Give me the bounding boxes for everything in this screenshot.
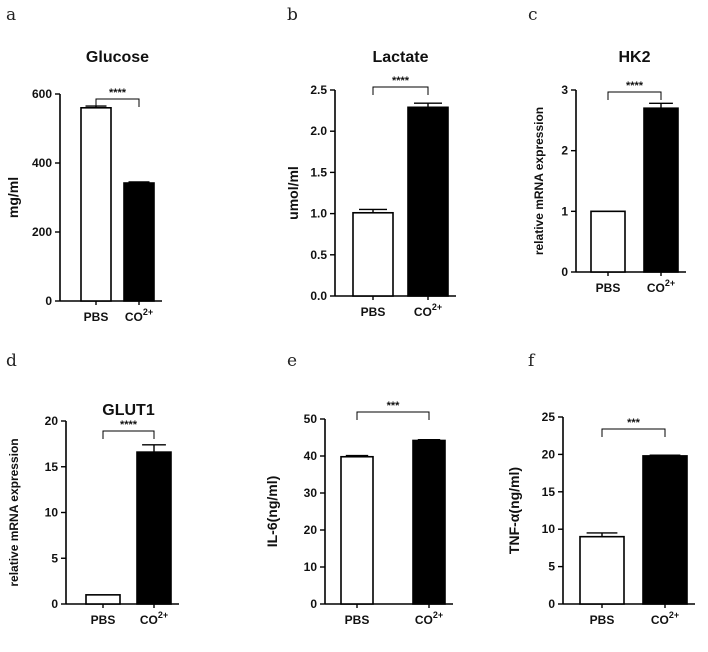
category-label: CO2+ [415,610,443,627]
y-tick-label: 0 [548,597,555,611]
chart-panel-e: e IL-6(ng/ml) 0 10 20 30 40 50 PBS CO2+ *** [264,351,453,627]
bar-co [642,455,688,605]
y-tick-label: 50 [304,412,318,426]
panel-letter: c [528,5,538,25]
bar-pbs [352,211,394,297]
y-tick-label: 2.0 [310,124,327,138]
category-label: PBS [596,281,621,295]
y-axis-label: relative mRNA expression [532,107,546,255]
significance-marker: **** [392,75,410,87]
y-axis-label: umol/ml [285,166,301,220]
y-tick-label: 0.0 [310,289,327,303]
significance-marker: *** [627,417,641,429]
bar-co [123,182,155,302]
significance-marker: *** [387,400,401,412]
panel-letter: d [6,351,17,371]
y-tick-label: 3 [561,83,568,97]
y-tick-label: 5 [51,551,58,565]
y-tick-label: 15 [45,460,59,474]
bar-co [412,439,446,605]
y-tick-label: 2.5 [310,83,327,97]
significance-bracket [372,86,429,95]
chart-panel-d: d GLUT1 relative mRNA expression 0 5 10 15 20 PB… [6,351,179,627]
significance-bracket [601,428,666,437]
significance-marker: **** [120,419,138,431]
panel-letter: b [287,5,298,25]
panel-letter: e [287,351,297,371]
chart-title: Lactate [372,49,428,66]
y-tick-label: 20 [304,523,318,537]
category-label: CO2+ [651,610,679,627]
y-tick-label: 25 [542,410,556,424]
category-label: PBS [84,310,109,324]
significance-bracket [356,411,430,420]
bar-co [643,107,679,273]
y-tick-label: 0 [45,294,52,308]
y-tick-label: 10 [45,506,59,520]
y-axis-label: IL-6(ng/ml) [264,476,280,548]
chart-title: HK2 [618,49,650,66]
chart-panel-a: a Glucose mg/ml 0 200 400 600 PBS CO2+ **** [5,5,162,324]
significance-bracket [95,98,140,107]
category-label: CO2+ [140,610,168,627]
bar-pbs [85,594,121,605]
y-tick-label: 1.0 [310,207,327,221]
chart-title: Glucose [86,49,149,66]
y-tick-label: 10 [542,522,556,536]
category-label: PBS [361,305,386,319]
bar-pbs [80,107,112,302]
y-tick-label: 30 [304,486,318,500]
category-label: CO2+ [414,302,442,319]
bar-co [407,106,449,297]
bar-pbs [340,455,374,605]
category-label: PBS [590,613,615,627]
significance-bracket [102,430,155,439]
chart-panel-c: c HK2 relative mRNA expression 0 1 2 3 PBS CO2+ *… [528,5,686,295]
significance-marker: **** [626,80,644,92]
y-tick-label: 15 [542,485,556,499]
y-tick-label: 0 [310,597,317,611]
y-tick-label: 200 [32,225,52,239]
significance-bracket [607,91,662,100]
y-tick-label: 40 [304,449,318,463]
y-axis-label: mg/ml [5,177,21,218]
y-tick-label: 5 [548,560,555,574]
y-tick-label: 0 [51,597,58,611]
y-tick-label: 20 [542,447,556,461]
category-label: CO2+ [125,307,153,324]
y-tick-label: 2 [561,144,568,158]
y-tick-label: 600 [32,87,52,101]
category-label: PBS [345,613,370,627]
y-tick-label: 0.5 [310,248,327,262]
category-label: CO2+ [647,278,675,295]
y-tick-label: 1.5 [310,165,327,179]
chart-panel-f: f TNF-α(ng/ml) 0 5 10 15 20 25 PBS CO2+ *** [506,351,695,627]
panel-letter: f [528,351,536,371]
y-tick-label: 0 [561,265,568,279]
y-tick-label: 1 [561,204,568,218]
chart-panel-b: b Lactate umol/ml 0.0 0.5 1.0 1.5 2.0 2.5 PBS CO2+… [285,5,456,319]
y-axis-label: TNF-α(ng/ml) [506,467,522,554]
bar-co [136,451,172,605]
y-axis-label: relative mRNA expression [7,438,21,586]
bar-pbs [590,210,626,273]
y-tick-label: 10 [304,560,318,574]
panel-letter: a [6,5,16,25]
significance-marker: **** [109,87,127,99]
chart-title: GLUT1 [102,402,155,419]
y-tick-label: 400 [32,156,52,170]
bar-pbs [579,535,625,605]
y-tick-label: 20 [45,414,59,428]
category-label: PBS [91,613,116,627]
